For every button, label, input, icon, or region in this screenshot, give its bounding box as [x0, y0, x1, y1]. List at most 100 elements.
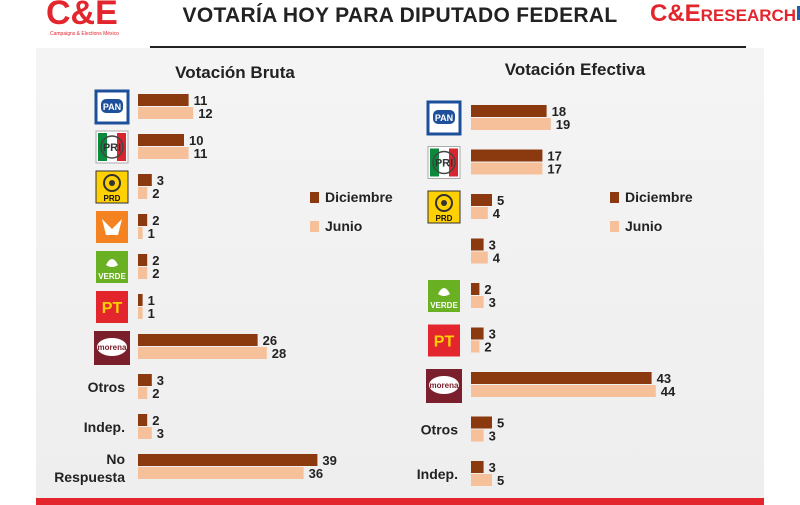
efectiva-bar-junio — [471, 296, 484, 308]
efectiva-value-label: 4 — [493, 206, 501, 221]
bruta-bar-diciembre — [138, 294, 143, 306]
prd-logo: PRD — [427, 190, 461, 224]
morena-logo: morena — [426, 369, 462, 403]
efectiva-value-label: 3 — [489, 327, 496, 342]
efectiva-bar-junio — [471, 207, 488, 219]
efectiva-bar-diciembre — [471, 149, 543, 162]
efectiva-bar-junio — [471, 162, 543, 175]
efectiva-category-label: Indep. — [417, 466, 458, 482]
research-bar-icon — [797, 6, 800, 20]
svg-text:PAN: PAN — [435, 113, 453, 123]
mc-logo — [96, 211, 128, 243]
efectiva-legend-swatch-junio — [610, 221, 619, 232]
efectiva-bar-diciembre — [471, 238, 484, 251]
efectiva-legend-swatch-diciembre — [610, 192, 619, 203]
pt-logo: PT — [428, 324, 460, 357]
efectiva-value-label: 17 — [547, 162, 561, 177]
svg-text:morena: morena — [98, 343, 127, 352]
ce-logo: C&E Campaigns & Elections México — [42, 0, 128, 40]
efectiva-value-label: 17 — [547, 149, 561, 164]
bruta-bar-diciembre — [138, 454, 318, 466]
bruta-value-label: 12 — [198, 106, 212, 121]
verde-logo: VERDE — [428, 280, 460, 312]
bruta-category-label: Indep. — [84, 419, 125, 435]
svg-text:PRI: PRI — [103, 142, 121, 154]
efectiva-value-label: 5 — [497, 473, 504, 488]
pan-logo: PAN — [94, 89, 130, 125]
bruta-value-label: 10 — [189, 133, 203, 148]
bruta-bar-junio — [138, 347, 267, 359]
bruta-bar-diciembre — [138, 174, 152, 186]
efectiva-value-label: 2 — [484, 282, 491, 297]
efectiva-value-label: 5 — [497, 416, 504, 431]
bruta-value-label: 1 — [148, 306, 155, 321]
bruta-value-label: 3 — [157, 426, 164, 441]
efectiva-legend-label-diciembre: Diciembre — [625, 189, 693, 205]
bruta-value-label: 11 — [194, 146, 208, 161]
efectiva-bar-diciembre — [471, 105, 547, 117]
pri-logo: PRI — [427, 146, 461, 179]
bruta-category-label: Respuesta — [54, 469, 125, 485]
ce-logo-subtitle: Campaigns & Elections México — [50, 31, 119, 37]
bruta-value-label: 3 — [157, 173, 164, 188]
bruta-chart-title: Votación Bruta — [175, 63, 295, 82]
bruta-category-label: Otros — [88, 379, 126, 395]
bruta-legend-swatch-junio — [310, 221, 319, 232]
bruta-bar-junio — [138, 147, 189, 159]
bruta-bar-junio — [138, 307, 143, 319]
bruta-bar-junio — [138, 467, 304, 479]
bruta-bar-junio — [138, 387, 148, 399]
right-margin — [764, 0, 800, 505]
efectiva-value-label: 3 — [489, 460, 496, 475]
morena-logo: morena — [94, 331, 130, 365]
efectiva-value-label: 43 — [657, 371, 671, 386]
bruta-bar-junio — [138, 227, 143, 239]
bruta-value-label: 26 — [263, 333, 277, 348]
bruta-bar-diciembre — [138, 134, 184, 146]
bruta-bar-diciembre — [138, 214, 148, 226]
bruta-value-label: 2 — [152, 213, 159, 228]
bruta-bar-diciembre — [138, 414, 148, 426]
svg-text:VERDE: VERDE — [98, 272, 126, 281]
bruta-bar-diciembre — [138, 334, 258, 346]
efectiva-bar-junio — [471, 251, 488, 264]
efectiva-value-label: 44 — [661, 384, 676, 399]
efectiva-value-label: 2 — [484, 340, 491, 355]
ce-research-logo-research: RESEARCH — [700, 6, 797, 25]
pan-logo: PAN — [426, 100, 462, 136]
bruta-value-label: 2 — [152, 186, 159, 201]
efectiva-bar-junio — [471, 340, 480, 353]
efectiva-bar-junio — [471, 385, 656, 397]
pt-logo: PT — [96, 291, 128, 323]
svg-text:PRI: PRI — [435, 158, 453, 170]
efectiva-value-label: 19 — [556, 117, 570, 132]
bruta-value-label: 39 — [322, 453, 336, 468]
bruta-value-label: 28 — [272, 346, 286, 361]
bruta-category-label: No — [106, 451, 125, 467]
ce-research-logo: C&ERESEARCH — [650, 0, 800, 27]
svg-text:PRD: PRD — [104, 194, 121, 203]
verde-logo: VERDE — [96, 251, 128, 283]
bruta-value-label: 2 — [152, 386, 159, 401]
bruta-bar-junio — [138, 107, 194, 119]
efectiva-bar-diciembre — [471, 194, 492, 206]
svg-text:PT: PT — [434, 334, 455, 351]
efectiva-bar-junio — [471, 474, 492, 486]
bruta-bar-junio — [138, 187, 148, 199]
bruta-legend-label-junio: Junio — [325, 218, 362, 234]
bruta-legend-label-diciembre: Diciembre — [325, 189, 393, 205]
svg-text:morena: morena — [430, 381, 459, 390]
prd-logo: PRD — [95, 170, 129, 204]
bruta-value-label: 1 — [148, 293, 155, 308]
bruta-value-label: 2 — [152, 266, 159, 281]
efectiva-bar-diciembre — [471, 461, 484, 473]
efectiva-bar-diciembre — [471, 327, 484, 340]
efectiva-value-label: 3 — [489, 238, 496, 253]
efectiva-bar-diciembre — [471, 372, 652, 384]
bottom-accent-bar — [36, 498, 764, 505]
efectiva-bar-diciembre — [471, 283, 480, 295]
left-margin — [0, 0, 36, 505]
efectiva-value-label: 18 — [552, 104, 566, 119]
